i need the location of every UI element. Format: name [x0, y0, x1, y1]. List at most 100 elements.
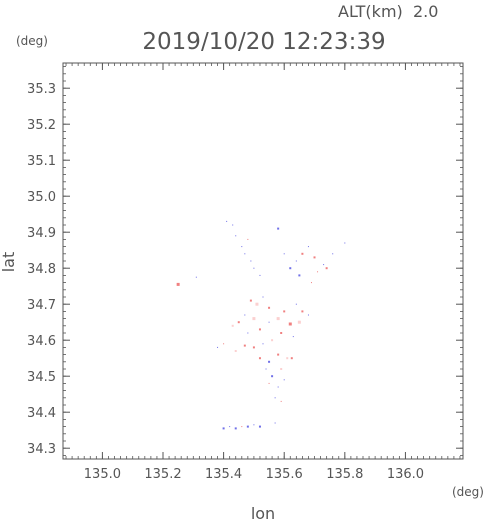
data-point	[271, 339, 274, 342]
data-point	[289, 267, 292, 270]
data-point	[290, 357, 293, 360]
x-tick-label: 135.4	[205, 467, 242, 482]
data-point	[258, 425, 261, 428]
y-axis-label: lat	[0, 252, 18, 273]
data-point	[280, 368, 283, 370]
data-point	[332, 253, 334, 255]
data-point	[297, 320, 301, 324]
data-point	[310, 282, 312, 284]
y-tick-label: 35.1	[27, 154, 56, 169]
data-point	[250, 260, 252, 262]
data-point	[280, 400, 282, 402]
x-tick-label: 135.8	[326, 467, 363, 482]
x-tick-label: 135.2	[144, 467, 181, 482]
data-point	[229, 426, 231, 428]
data-point	[258, 357, 261, 360]
data-point	[232, 224, 234, 226]
data-point	[265, 368, 267, 370]
data-point	[247, 332, 249, 334]
data-point	[277, 227, 280, 230]
plot-frame	[62, 62, 464, 460]
data-point	[313, 256, 316, 259]
data-point	[307, 314, 309, 316]
data-point	[298, 274, 301, 277]
y-tick-label: 34.8	[27, 262, 56, 277]
y-unit-label: (deg)	[16, 34, 48, 48]
data-point	[241, 426, 243, 428]
data-point	[243, 344, 246, 347]
data-point	[274, 422, 276, 424]
data-point	[253, 424, 255, 426]
y-tick-label: 34.7	[27, 298, 56, 313]
data-point	[222, 427, 225, 430]
data-point	[262, 296, 264, 298]
data-point	[295, 260, 297, 262]
y-tick-label: 34.3	[27, 442, 56, 457]
data-point	[262, 343, 264, 345]
x-tick-label: 135.0	[84, 467, 121, 482]
data-point	[325, 267, 328, 270]
data-point	[274, 397, 276, 399]
data-point	[286, 357, 289, 360]
data-point	[253, 267, 255, 269]
data-point	[226, 220, 228, 222]
x-tick-label: 136.0	[387, 467, 424, 482]
data-point	[246, 425, 249, 428]
data-point	[301, 310, 304, 313]
data-point	[234, 350, 237, 352]
data-point	[283, 253, 285, 255]
data-point	[307, 246, 309, 248]
x-unit-label: (deg)	[452, 485, 484, 499]
data-point	[288, 322, 292, 326]
data-point	[295, 303, 297, 305]
x-tick-label: 135.6	[266, 467, 303, 482]
y-tick-label: 35.0	[27, 190, 56, 205]
data-point	[301, 252, 304, 255]
y-tick-label: 35.3	[27, 82, 56, 97]
altitude-label: ALT(km) 2.0	[338, 2, 438, 21]
data-point	[323, 264, 325, 266]
data-point	[234, 427, 237, 430]
data-point	[252, 346, 255, 349]
y-tick-label: 34.4	[27, 406, 56, 421]
chart-timestamp: 2019/10/20 12:23:39	[142, 29, 385, 55]
data-point	[255, 302, 259, 306]
axis-ticks: 135.0 135.2 135.4 135.6 135.8 136.0 34.3 34.4 34…	[27, 63, 463, 482]
data-point	[176, 282, 180, 286]
data-point	[223, 343, 225, 345]
data-point	[235, 235, 237, 237]
data-point	[277, 353, 280, 356]
data-point	[268, 306, 271, 309]
y-tick-label: 34.9	[27, 226, 56, 241]
y-tick-label: 34.5	[27, 370, 56, 385]
data-point	[268, 382, 270, 384]
data-point	[217, 346, 219, 348]
data-point	[268, 321, 270, 323]
x-axis-label: lon	[251, 504, 275, 521]
data-point	[252, 317, 256, 321]
data-point	[283, 379, 285, 381]
data-point	[344, 242, 346, 244]
data-points	[176, 220, 346, 430]
data-point	[237, 321, 240, 324]
data-point	[231, 324, 234, 327]
data-point	[247, 238, 249, 240]
data-point	[283, 310, 286, 313]
y-tick-label: 35.2	[27, 118, 56, 133]
data-point	[195, 276, 197, 278]
data-point	[244, 253, 246, 255]
data-point	[258, 328, 261, 331]
data-point	[241, 246, 243, 248]
y-tick-label: 34.6	[27, 334, 56, 349]
data-point	[244, 314, 246, 316]
data-point	[271, 375, 274, 378]
data-point	[317, 271, 319, 273]
data-point	[268, 360, 271, 363]
data-point	[276, 317, 280, 321]
data-point	[259, 274, 261, 276]
data-point	[249, 299, 252, 302]
data-point	[292, 336, 294, 338]
data-point	[280, 332, 283, 334]
data-point	[277, 386, 279, 388]
